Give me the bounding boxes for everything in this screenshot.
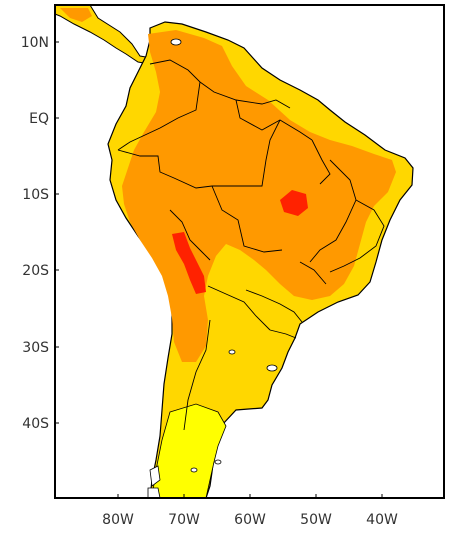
lat-label-30s: 30S (22, 340, 49, 356)
lon-label-70w: 70W (168, 512, 200, 528)
lat-label-40s: 40S (22, 416, 49, 432)
lon-label-80w: 80W (102, 512, 134, 528)
small-islands (170, 38, 278, 473)
red-area-central-brazil (280, 190, 308, 216)
lat-label-10s: 10S (22, 187, 49, 203)
lat-label-eq: EQ (29, 111, 49, 127)
central-america-orange (60, 8, 92, 22)
latitude-axis: 10N EQ 10S 20S 30S 40S (21, 35, 59, 432)
lon-label-60w: 60W (234, 512, 266, 528)
country-borders (117, 59, 385, 431)
lon-label-40w: 40W (366, 512, 398, 528)
southern-tip-bright-yellow (151, 403, 227, 499)
lon-label-50w: 50W (300, 512, 332, 528)
lat-label-10n: 10N (21, 35, 49, 51)
lat-label-20s: 20S (22, 263, 49, 279)
longitude-axis: 80W 70W 60W 50W 40W (102, 494, 398, 528)
red-area-andes (172, 232, 206, 294)
coastal-islands-south (147, 465, 161, 499)
